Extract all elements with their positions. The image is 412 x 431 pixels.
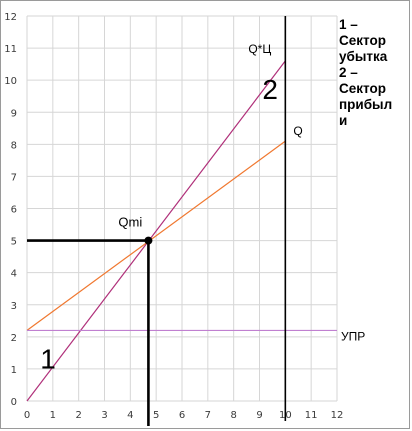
x-tick-label: 7 [205, 410, 211, 421]
x-tick-label: 9 [256, 410, 262, 421]
break-even-point [144, 236, 153, 245]
legend-line: 2 – [339, 65, 358, 80]
legend-line: и [339, 113, 348, 128]
grid-layer [26, 15, 338, 402]
y-tick-label: 3 [11, 301, 17, 312]
x-tick-label: 4 [127, 410, 133, 421]
marker-layer [27, 236, 153, 426]
x-tick-label: 0 [24, 410, 30, 421]
x-tick-label: 10 [279, 410, 292, 421]
legend-line: убытка [339, 49, 388, 64]
series-line-1 [26, 140, 286, 331]
region-label-2: 2 [262, 74, 278, 105]
series-label-qc: Q*Ц [248, 42, 271, 56]
x-tick-label: 6 [179, 410, 185, 421]
y-tick-label: 8 [11, 140, 17, 151]
y-tick-label: 11 [4, 44, 17, 55]
y-tick-label: 5 [11, 237, 17, 248]
legend-line: прибыл [339, 97, 393, 112]
label-layer: 0 1 2 3 4 5 6 7 8 9 10 11 120123456789101112QmiQ*ЦQУ… [4, 12, 365, 421]
x-tick-label: 1 [50, 410, 56, 421]
y-tick-label: 9 [11, 108, 17, 119]
y-tick-label: 4 [11, 269, 17, 280]
region-label-1: 1 [40, 344, 56, 375]
y-tick-label: 2 [11, 333, 17, 344]
y-tick-label: 0 [11, 397, 17, 408]
y-tick-label: 7 [11, 172, 17, 183]
y-tick-label: 1 [11, 365, 17, 376]
x-tick-label: 8 [230, 410, 236, 421]
series-label-q: Q [293, 124, 302, 138]
y-tick-label: 6 [11, 205, 17, 216]
series-label-upr: УПР [341, 329, 365, 343]
legend-line: Сектор [339, 33, 386, 48]
break-even-label: Qmi [118, 215, 142, 230]
legend-line: 1 – [339, 17, 358, 32]
x-tick-label: 5 [153, 410, 159, 421]
y-tick-label: 10 [4, 76, 17, 87]
y-tick-label: 12 [4, 12, 17, 23]
x-tick-label: 12 [331, 410, 344, 421]
chart-legend: 1 – Сектор убытка 2 – Сектор прибыл и [339, 17, 409, 129]
x-tick-label: 2 [75, 410, 81, 421]
series-line-0 [26, 60, 286, 402]
x-tick-label: 3 [101, 410, 107, 421]
legend-line: Сектор [339, 81, 386, 96]
x-tick-label: 11 [305, 410, 318, 421]
series-layer [26, 16, 337, 421]
